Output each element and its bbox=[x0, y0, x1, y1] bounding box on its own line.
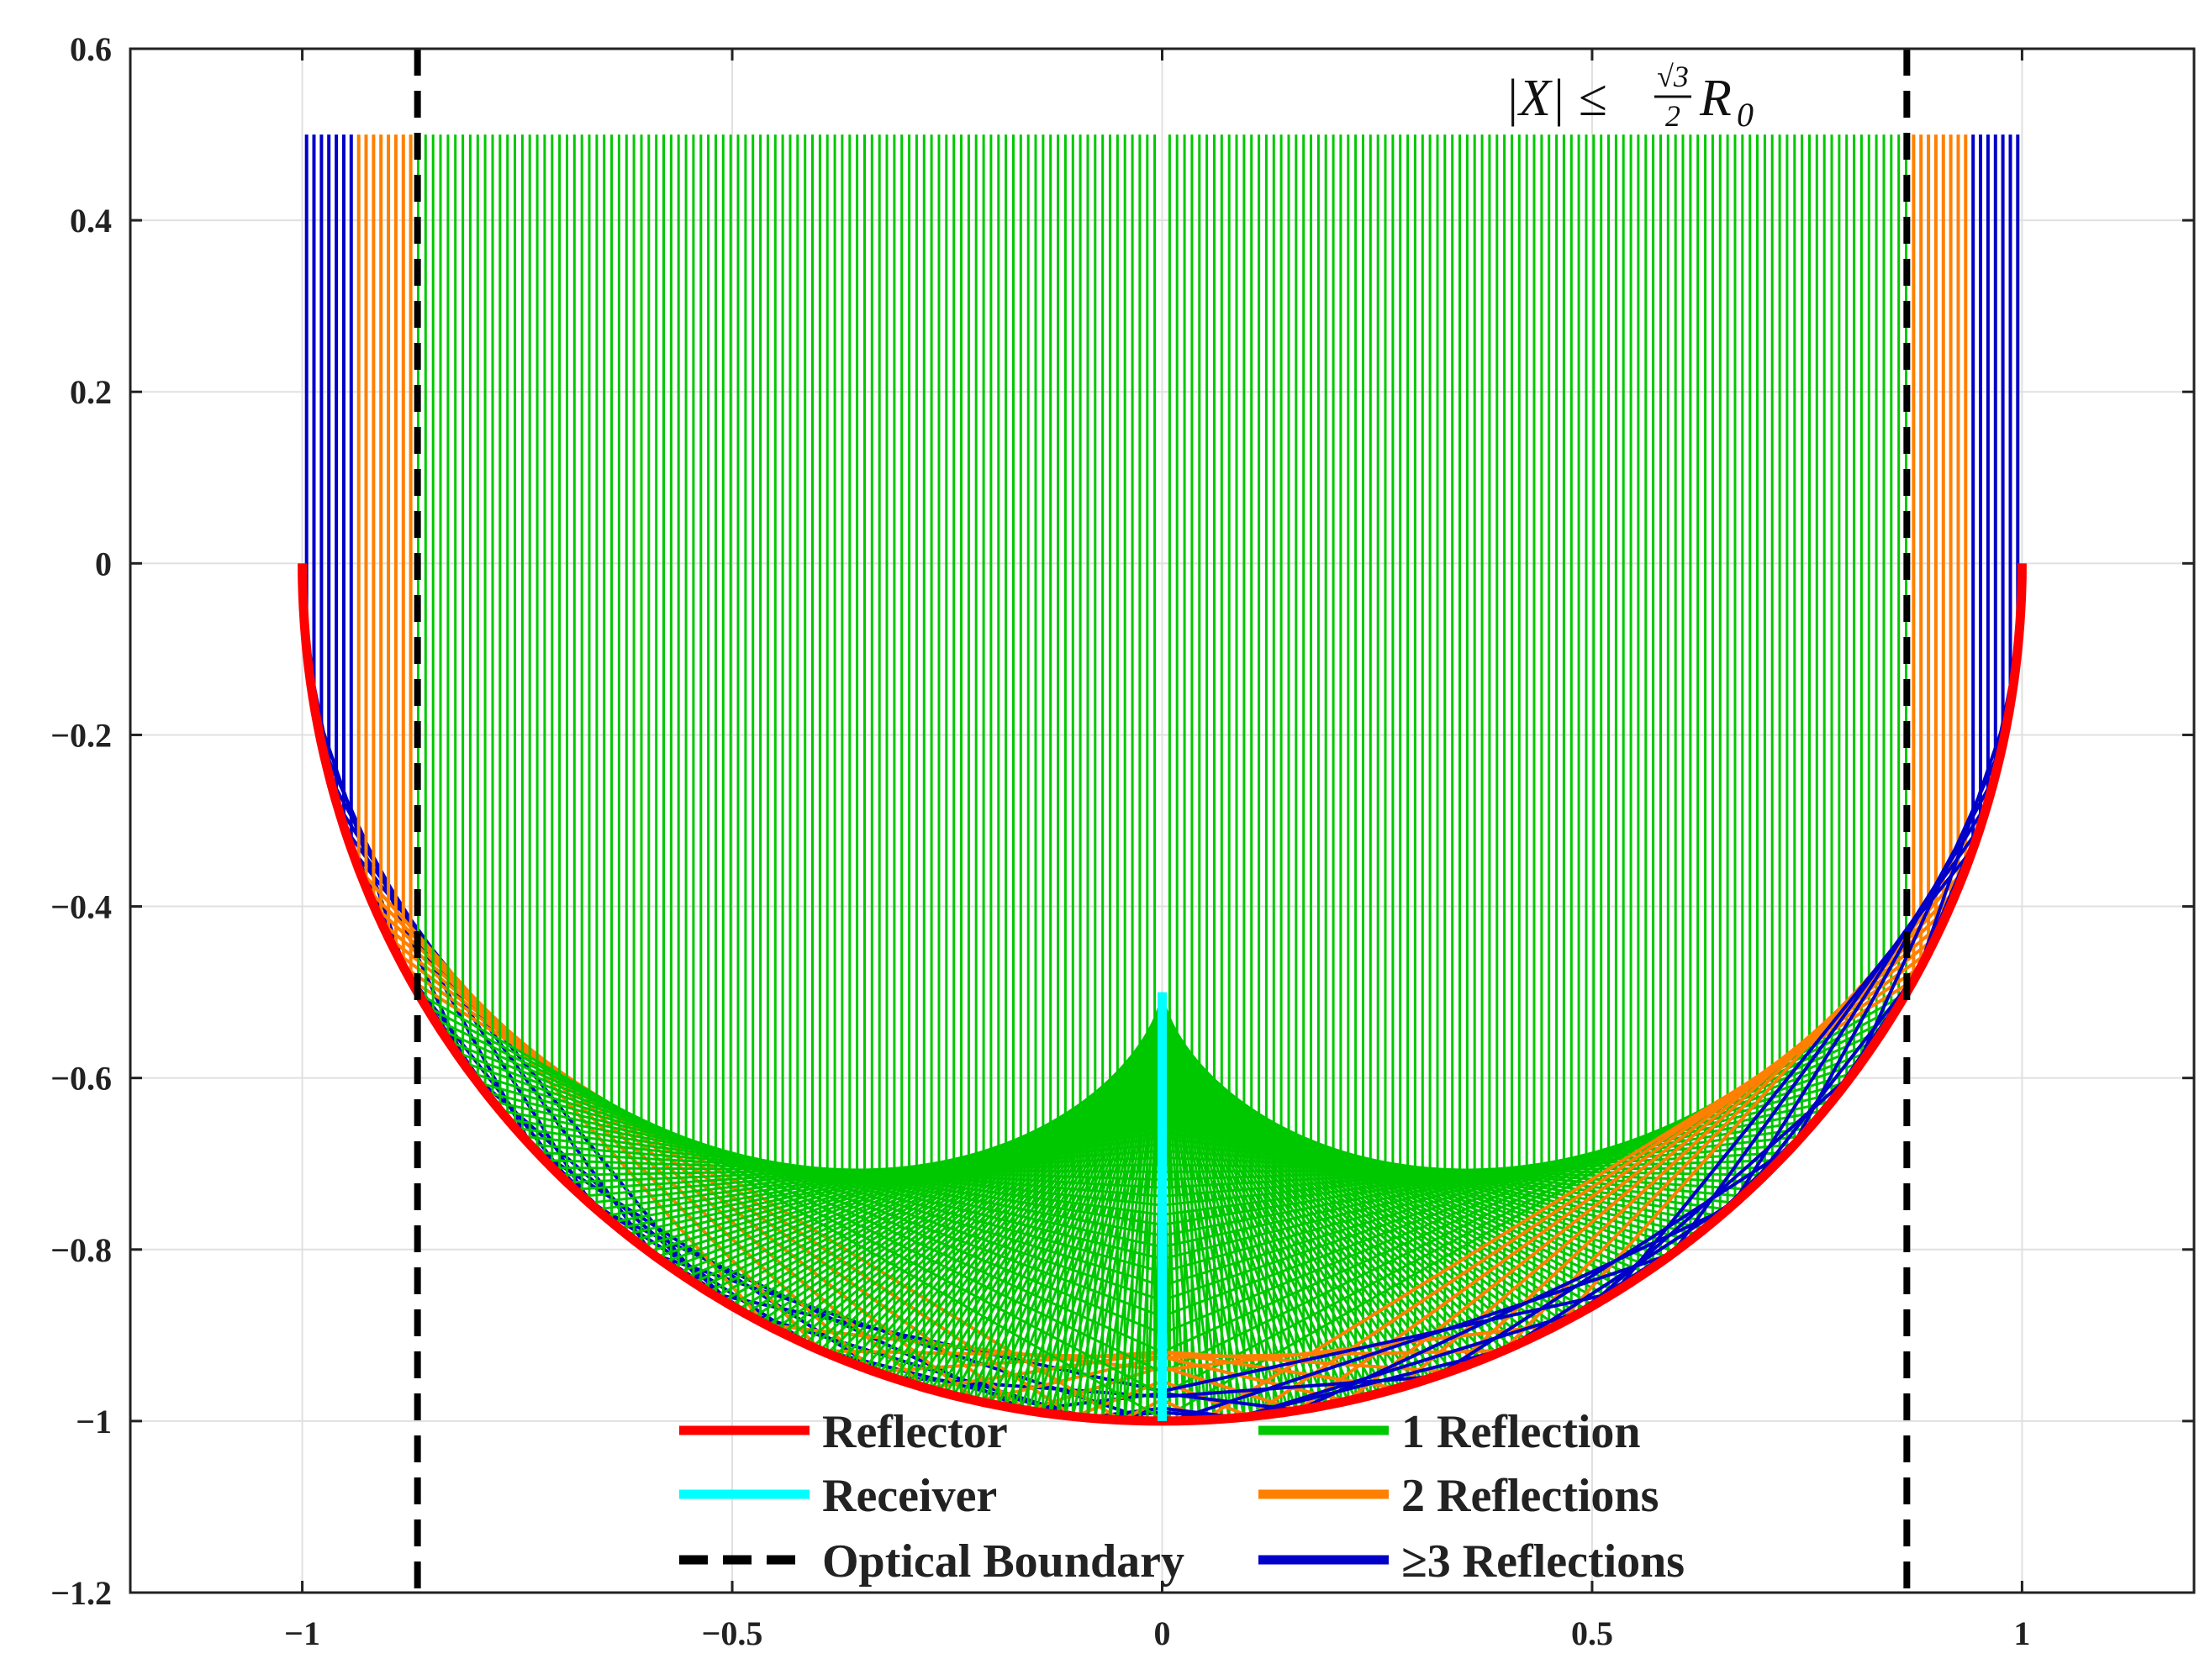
y-tick-label: −0.4 bbox=[50, 888, 112, 926]
ray bbox=[1162, 134, 1953, 1374]
ray bbox=[409, 134, 1163, 1422]
legend-label: ≥3 Reflections bbox=[1401, 1535, 1685, 1588]
annotation-numerator: √3 bbox=[1657, 60, 1689, 93]
legend: Reflector 1 Reflection Receiver 2 Reflectio… bbox=[679, 1406, 1685, 1588]
x-tick-label: 0.5 bbox=[1571, 1614, 1613, 1652]
annotation-variable: R bbox=[1699, 70, 1732, 127]
y-tick-label: −1 bbox=[76, 1403, 112, 1440]
annotation-subscript: 0 bbox=[1737, 96, 1754, 134]
x-tick-label: −1 bbox=[284, 1614, 320, 1652]
y-tick-label: −0.2 bbox=[50, 716, 112, 754]
legend-label: Optical Boundary bbox=[822, 1535, 1184, 1588]
y-tick-label: 0 bbox=[95, 545, 112, 582]
y-axis-ticks: 0.6 0.4 0.2 0 −0.2 −0.4 −0.6 −0.8 −1 −1.2 bbox=[50, 30, 2194, 1612]
y-tick-label: −0.6 bbox=[50, 1060, 112, 1098]
y-tick-label: 0.4 bbox=[70, 202, 112, 240]
y-tick-label: −1.2 bbox=[50, 1574, 112, 1612]
ray bbox=[1162, 134, 1975, 1393]
y-tick-label: −0.8 bbox=[50, 1231, 112, 1269]
annotation: |X| ≤ √3 2 R 0 bbox=[1505, 60, 1754, 134]
legend-label: Receiver bbox=[822, 1470, 997, 1522]
annotation-lhs: |X| ≤ bbox=[1505, 70, 1607, 127]
ray bbox=[1162, 134, 1945, 1391]
x-tick-label: −0.5 bbox=[702, 1614, 763, 1652]
legend-label: 1 Reflection bbox=[1401, 1406, 1641, 1458]
annotation-denominator: 2 bbox=[1665, 99, 1680, 133]
legend-label: 2 Reflections bbox=[1401, 1470, 1659, 1522]
y-tick-label: 0.6 bbox=[70, 30, 112, 68]
legend-label: Reflector bbox=[822, 1406, 1008, 1458]
ray bbox=[1161, 134, 1931, 1413]
x-axis-ticks: −1 −0.5 0 0.5 1 bbox=[284, 49, 2030, 1652]
y-tick-label: 0.2 bbox=[70, 373, 112, 411]
x-tick-label: 1 bbox=[2013, 1614, 2030, 1652]
ray bbox=[1162, 134, 1938, 1404]
optical-boundary bbox=[414, 49, 1911, 1593]
x-tick-label: 0 bbox=[1154, 1614, 1171, 1652]
